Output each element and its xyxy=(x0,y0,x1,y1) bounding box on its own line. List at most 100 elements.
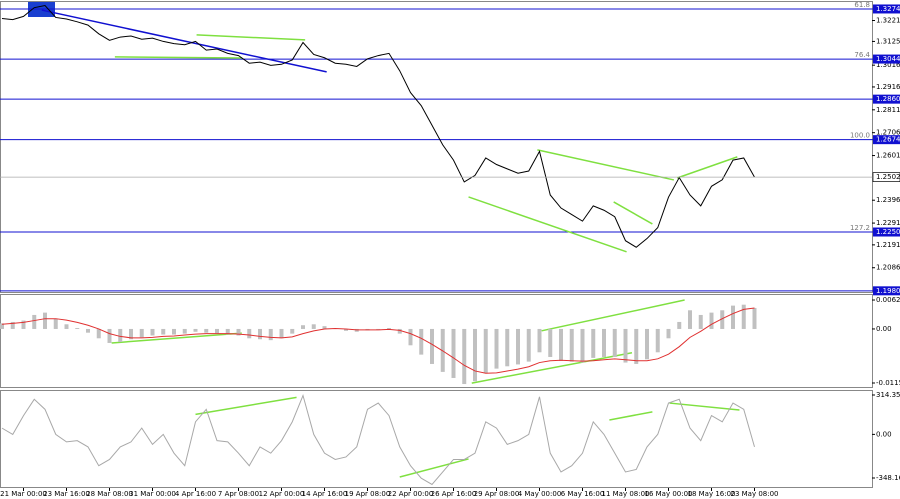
histogram-bar xyxy=(752,307,757,329)
trend-line xyxy=(676,156,738,179)
trend-line xyxy=(399,458,469,478)
trend-line xyxy=(195,396,297,416)
histogram-bar xyxy=(301,325,305,329)
histogram-bar xyxy=(516,328,520,365)
histogram-bar xyxy=(419,328,424,355)
histogram-bar xyxy=(494,328,499,369)
y-tick-label: 1.2706 xyxy=(876,129,900,137)
level-price-label: 1.3274 xyxy=(876,5,900,13)
histogram-bar xyxy=(193,328,198,332)
level-label-box xyxy=(873,227,900,237)
y-tick-label: 1.2086 xyxy=(876,264,900,272)
x-tick-label: 22 Apr 00:00 xyxy=(388,490,434,498)
price-line xyxy=(1,394,755,486)
y-tick-label: 1.2191 xyxy=(876,241,900,249)
level-label-box xyxy=(873,4,900,14)
histogram-bar xyxy=(322,326,327,329)
level-label-box xyxy=(873,135,900,145)
current-price-label: 1.2502 xyxy=(876,173,900,181)
histogram-bar xyxy=(612,328,617,357)
histogram-bar xyxy=(258,328,262,340)
x-tick-label: 23 Mar 16:00 xyxy=(43,490,90,498)
x-tick-label: 7 Apr 08:00 xyxy=(218,490,259,498)
y-tick-label: 1.3016 xyxy=(876,61,900,69)
level-label-box xyxy=(873,54,900,64)
histogram-bar xyxy=(344,328,348,331)
histogram-bar xyxy=(96,328,101,339)
histogram-bar xyxy=(483,328,488,374)
histogram-bar xyxy=(602,328,606,357)
histogram-bar xyxy=(0,323,4,329)
x-tick-label: 6 May 16:00 xyxy=(561,490,605,498)
histogram-bar xyxy=(290,328,295,334)
trend-line xyxy=(613,201,653,225)
x-tick-label: 12 Apr 00:00 xyxy=(259,490,305,498)
y-tick-label: -348.166 xyxy=(876,474,900,482)
histogram-bar xyxy=(150,328,155,336)
x-tick-label: 14 Apr 16:00 xyxy=(302,490,348,498)
histogram-bar xyxy=(32,314,37,329)
histogram-bar xyxy=(430,328,434,364)
y-tick-label: 1.2396 xyxy=(876,196,900,204)
histogram-bar xyxy=(408,328,413,346)
histogram-bar xyxy=(548,328,553,357)
current-price-box xyxy=(872,172,900,182)
histogram-bar xyxy=(741,304,746,329)
x-tick-label: 19 Apr 08:00 xyxy=(345,490,391,498)
macd-panel xyxy=(0,294,873,388)
y-tick-label: 1.2601 xyxy=(876,152,900,160)
level-price-label: 1.3044 xyxy=(876,55,900,63)
trend-line xyxy=(468,196,627,253)
histogram-bar xyxy=(53,318,58,329)
histogram-bar xyxy=(236,328,241,336)
y-tick-label: 0.00 xyxy=(876,325,892,333)
histogram-bar xyxy=(709,312,714,329)
histogram-bar xyxy=(537,328,542,353)
trend-line xyxy=(196,34,306,41)
histogram-bar xyxy=(107,328,112,343)
histogram-bar xyxy=(526,328,531,362)
histogram-bar xyxy=(698,314,703,329)
level-percent-label: 100.0 xyxy=(850,132,870,140)
histogram-bar xyxy=(215,328,219,334)
histogram-bar xyxy=(64,324,69,329)
x-tick-label: 4 Apr 16:00 xyxy=(175,490,216,498)
histogram-bar xyxy=(139,328,144,338)
x-tick-label: 28 Mar 08:00 xyxy=(86,490,133,498)
histogram-bar xyxy=(21,320,26,329)
y-tick-label: 314.3545 xyxy=(876,391,900,399)
histogram-bar xyxy=(129,328,133,340)
trend-line xyxy=(111,332,242,344)
histogram-bar xyxy=(666,328,671,339)
level-price-label: 1.2250 xyxy=(876,228,900,236)
y-tick-label: -0.01158 xyxy=(876,379,900,387)
histogram-bar xyxy=(182,328,187,334)
histogram-bar xyxy=(688,310,692,329)
trend-line xyxy=(41,9,327,73)
histogram-bar xyxy=(677,321,682,329)
trend-line xyxy=(609,411,653,421)
histogram-bar xyxy=(43,312,47,329)
histogram-bar xyxy=(279,328,284,339)
x-tick-label: 11 May 08:00 xyxy=(601,490,649,498)
histogram-bar xyxy=(75,328,80,329)
histogram-bar xyxy=(505,328,510,367)
x-tick-label: 4 May 00:00 xyxy=(518,490,562,498)
histogram-bar xyxy=(645,328,649,360)
x-tick-label: 29 Apr 08:00 xyxy=(474,490,520,498)
histogram-bar xyxy=(655,328,660,353)
histogram-bar xyxy=(591,328,596,358)
x-tick-label: 16 May 00:00 xyxy=(644,490,692,498)
histogram-bar xyxy=(204,328,209,333)
trend-line xyxy=(541,299,685,332)
level-price-label: 1.1980 xyxy=(876,287,900,295)
trend-line xyxy=(114,56,242,59)
histogram-bar xyxy=(10,321,15,329)
level-label-box xyxy=(873,286,900,296)
level-price-label: 1.2674 xyxy=(876,136,900,144)
histogram-bar xyxy=(172,328,176,335)
histogram-bar xyxy=(268,328,273,341)
y-tick-label: 0.00 xyxy=(876,430,892,438)
